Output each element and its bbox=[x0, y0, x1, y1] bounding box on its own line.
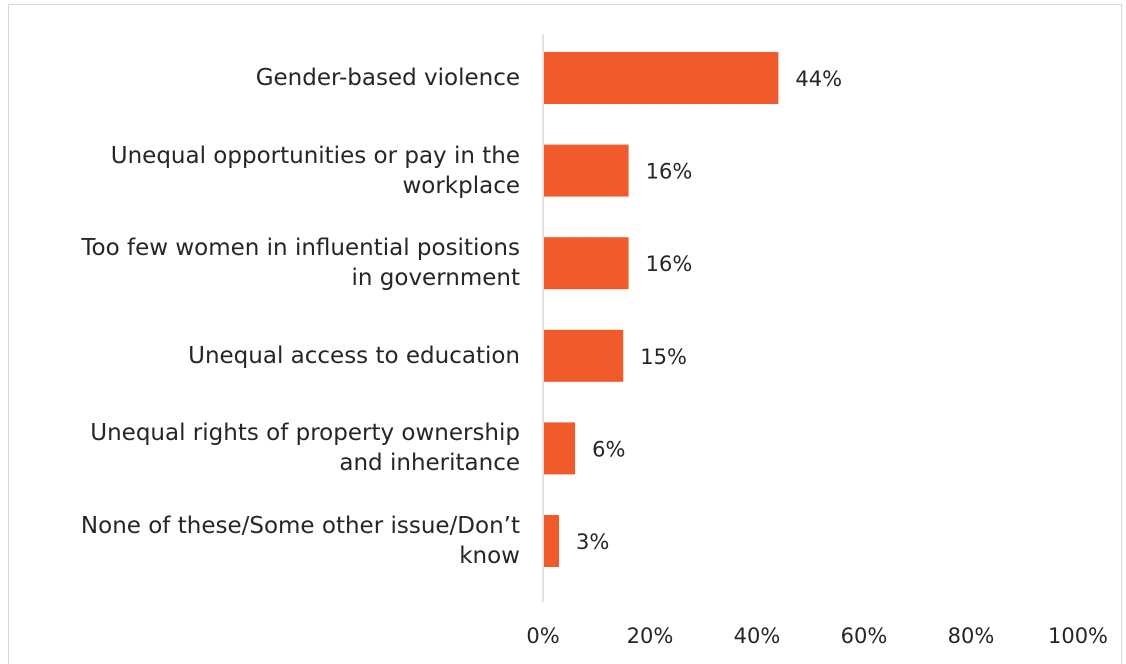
bar bbox=[544, 237, 629, 290]
data-label: 44% bbox=[795, 67, 842, 91]
x-tick-label: 80% bbox=[948, 624, 995, 648]
category-label-line: in government bbox=[351, 265, 521, 292]
bar bbox=[544, 329, 624, 382]
category-label-line: workplace bbox=[402, 172, 520, 199]
category-label: Too few women in influential positions in… bbox=[0, 233, 520, 293]
category-label-line: Gender-based violence bbox=[255, 65, 520, 91]
data-label: 16% bbox=[646, 252, 693, 276]
x-tick-label: 60% bbox=[841, 624, 888, 648]
data-label: 6% bbox=[592, 437, 625, 461]
x-tick-label: 0% bbox=[526, 624, 559, 648]
data-label: 16% bbox=[646, 160, 693, 184]
bar bbox=[544, 515, 560, 567]
x-tick-label: 100% bbox=[1048, 624, 1108, 648]
data-label: 15% bbox=[640, 345, 687, 369]
bar bbox=[544, 422, 576, 475]
category-label: Unequal access to education bbox=[0, 341, 520, 371]
category-label-line: Unequal rights of property ownership bbox=[90, 420, 520, 447]
category-label: Unequal opportunities or pay in the workp… bbox=[0, 141, 520, 201]
category-label-line: Unequal access to education bbox=[188, 342, 520, 369]
category-label: Unequal rights of property ownership and … bbox=[0, 418, 520, 478]
x-tick-label: 20% bbox=[627, 624, 674, 648]
category-label-line: Too few women in influential positions bbox=[81, 235, 520, 262]
category-label: Gender-based violence bbox=[0, 63, 520, 93]
bar bbox=[544, 52, 779, 104]
category-label: None of these/Some other issue/Don’t know bbox=[0, 511, 520, 571]
category-label-line: know bbox=[459, 543, 520, 569]
bar bbox=[544, 144, 629, 197]
data-label: 3% bbox=[576, 530, 609, 554]
category-label-line: None of these/Some other issue/Don’t bbox=[80, 513, 520, 539]
x-tick-label: 40% bbox=[734, 624, 781, 648]
chart-frame bbox=[8, 4, 1122, 664]
category-label-line: Unequal opportunities or pay in the bbox=[110, 142, 520, 169]
category-label-line: and inheritance bbox=[339, 450, 520, 477]
